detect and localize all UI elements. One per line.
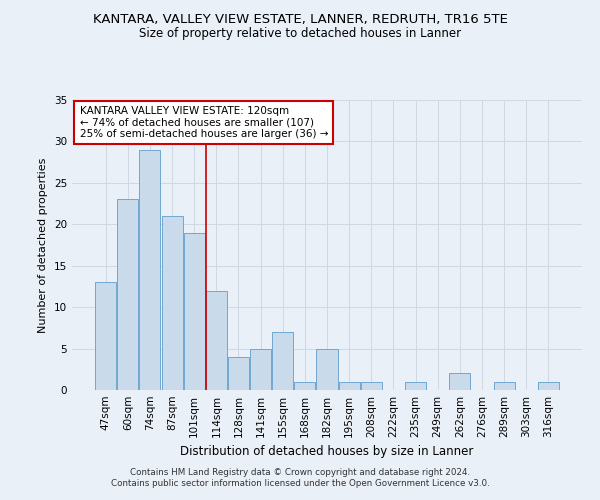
Bar: [361, 382, 382, 390]
Bar: [250, 348, 271, 390]
Text: Contains HM Land Registry data © Crown copyright and database right 2024.
Contai: Contains HM Land Registry data © Crown c…: [110, 468, 490, 487]
Text: KANTARA VALLEY VIEW ESTATE: 120sqm
← 74% of detached houses are smaller (107)
25: KANTARA VALLEY VIEW ESTATE: 120sqm ← 74%…: [80, 106, 328, 139]
Bar: [95, 282, 116, 390]
Bar: [405, 382, 426, 390]
Bar: [538, 382, 559, 390]
Text: KANTARA, VALLEY VIEW ESTATE, LANNER, REDRUTH, TR16 5TE: KANTARA, VALLEY VIEW ESTATE, LANNER, RED…: [92, 12, 508, 26]
Text: Size of property relative to detached houses in Lanner: Size of property relative to detached ho…: [139, 28, 461, 40]
Bar: [228, 357, 249, 390]
X-axis label: Distribution of detached houses by size in Lanner: Distribution of detached houses by size …: [181, 446, 473, 458]
Bar: [494, 382, 515, 390]
Bar: [139, 150, 160, 390]
Bar: [316, 348, 338, 390]
Bar: [206, 290, 227, 390]
Y-axis label: Number of detached properties: Number of detached properties: [38, 158, 49, 332]
Bar: [272, 332, 293, 390]
Bar: [161, 216, 182, 390]
Bar: [338, 382, 359, 390]
Bar: [295, 382, 316, 390]
Bar: [118, 200, 139, 390]
Bar: [184, 232, 205, 390]
Bar: [449, 374, 470, 390]
